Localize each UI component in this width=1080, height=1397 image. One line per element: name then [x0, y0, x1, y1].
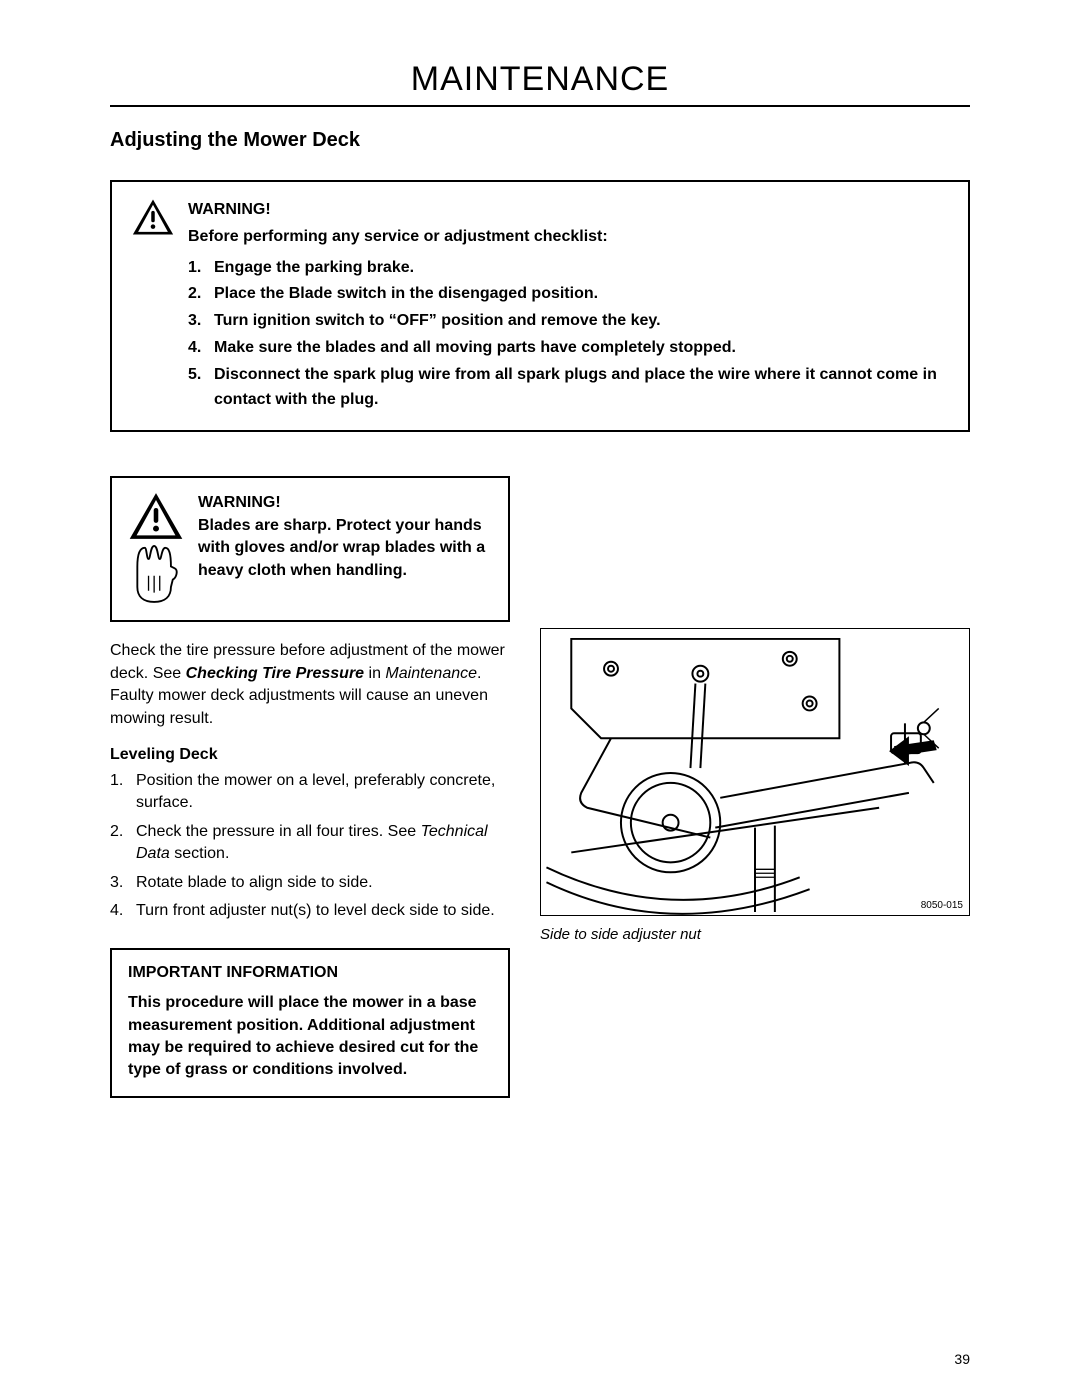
- warning-item: Make sure the blades and all moving part…: [188, 336, 948, 361]
- page-title: MAINTENANCE: [110, 60, 970, 107]
- step-item: Turn front adjuster nut(s) to level deck…: [110, 900, 510, 922]
- step-text: Check the pressure in all four tires. Se…: [136, 823, 421, 840]
- info-title: IMPORTANT INFORMATION: [128, 964, 492, 982]
- warning-triangle-icon: [128, 492, 184, 540]
- intro-ref: Checking Tire Pressure: [186, 665, 364, 682]
- right-column: 8050-015 Side to side adjuster nut: [540, 476, 970, 943]
- step-text: Position the mower on a level, preferabl…: [136, 772, 495, 811]
- warning-triangle-icon: [132, 198, 174, 241]
- step-text: section.: [170, 845, 230, 862]
- figure-ref: 8050-015: [921, 900, 963, 911]
- intro-paragraph: Check the tire pressure before adjustmen…: [110, 640, 510, 730]
- warning-item: Turn ignition switch to “OFF” position a…: [188, 309, 948, 334]
- step-item: Rotate blade to align side to side.: [110, 872, 510, 894]
- intro-text: in: [364, 665, 385, 682]
- figure-caption: Side to side adjuster nut: [540, 926, 970, 943]
- step-text: Turn front adjuster nut(s) to level deck…: [136, 902, 495, 919]
- step-text: Rotate blade to align side to side.: [136, 874, 373, 891]
- left-column: WARNING! Blades are sharp. Protect your …: [110, 476, 510, 1097]
- warning-box-blades: WARNING! Blades are sharp. Protect your …: [110, 476, 510, 622]
- warning-box-main: WARNING! Before performing any service o…: [110, 180, 970, 432]
- step-item: Position the mower on a level, preferabl…: [110, 770, 510, 815]
- figure-adjuster-nut: 8050-015: [540, 628, 970, 916]
- warning-title: WARNING!: [198, 492, 492, 514]
- leveling-heading: Leveling Deck: [110, 746, 510, 764]
- warning-intro: Before performing any service or adjustm…: [188, 225, 948, 250]
- leveling-steps: Position the mower on a level, preferabl…: [110, 770, 510, 922]
- step-item: Check the pressure in all four tires. Se…: [110, 821, 510, 866]
- warning-checklist: Engage the parking brake. Place the Blad…: [188, 256, 948, 413]
- warning-item: Engage the parking brake.: [188, 256, 948, 281]
- section-heading: Adjusting the Mower Deck: [110, 129, 970, 152]
- info-body: This procedure will place the mower in a…: [128, 992, 492, 1082]
- warning-body: Blades are sharp. Protect your hands wit…: [198, 515, 492, 582]
- important-info-box: IMPORTANT INFORMATION This procedure wil…: [110, 948, 510, 1098]
- page-number: 39: [954, 1351, 970, 1367]
- warning-title: WARNING!: [188, 198, 948, 223]
- warning-item: Place the Blade switch in the disengaged…: [188, 282, 948, 307]
- warning-item: Disconnect the spark plug wire from all …: [188, 363, 948, 413]
- gloves-icon: [128, 540, 184, 606]
- intro-ref2: Maintenance: [385, 665, 477, 682]
